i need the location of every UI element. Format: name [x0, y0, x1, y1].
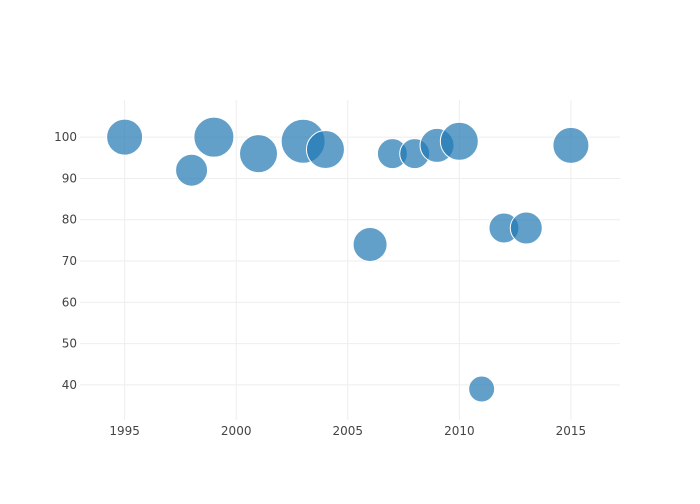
data-point	[239, 134, 279, 174]
y-tick-label: 60	[62, 295, 77, 309]
data-point	[352, 227, 388, 263]
x-tick-label: 2015	[556, 424, 587, 438]
data-point	[552, 126, 590, 164]
y-tick-label: 40	[62, 378, 77, 392]
y-tick-label: 100	[54, 130, 77, 144]
x-tick-label: 2005	[332, 424, 363, 438]
marker-layer	[106, 116, 590, 403]
data-point	[193, 116, 235, 158]
grid-layer	[80, 100, 620, 420]
y-tick-label: 50	[62, 337, 77, 351]
axis-layer: 1995 2000 2005 2010 2015 40 50 60 70 80 90 100	[54, 130, 586, 438]
y-tick-label: 70	[62, 254, 77, 268]
data-point	[175, 153, 209, 187]
data-point	[106, 118, 144, 156]
x-tick-label: 2000	[221, 424, 252, 438]
y-tick-label: 90	[62, 171, 77, 185]
data-point	[305, 130, 345, 170]
x-tick-label: 2010	[444, 424, 475, 438]
y-tick-label: 80	[62, 213, 77, 227]
data-point	[509, 211, 543, 245]
data-point	[468, 375, 496, 403]
x-tick-label: 1995	[109, 424, 140, 438]
data-point	[439, 121, 479, 161]
